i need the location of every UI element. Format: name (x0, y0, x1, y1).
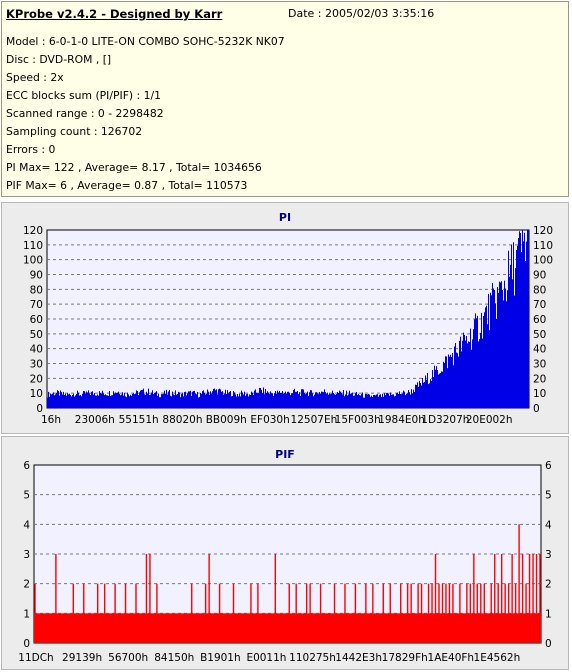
scan-date: Date : 2005/02/03 3:35:16 (288, 7, 435, 20)
pi-ytick-right: 60 (533, 314, 546, 326)
pi-ytick-right: 110 (533, 240, 553, 252)
pi-xtick: 55151h (119, 414, 159, 426)
pi-xtick: 20E002h (466, 414, 513, 426)
pif-chart: PIF 0 0 1 1 2 2 3 3 4 4 5 5 6 6 11DCh 29139h 56700h 84150… (18, 448, 552, 664)
info-panel: KProbe v2.4.2 - Designed by Karr Date : … (1, 1, 569, 197)
pi-ytick-left: 60 (30, 314, 43, 326)
pi-ytick-right: 80 (533, 284, 546, 296)
pi-xtick: 1D3207h (421, 414, 469, 426)
pi-ytick-left: 120 (23, 225, 43, 237)
ecc-line: ECC blocks sum (PI/PIF) : 1/1 (6, 89, 161, 102)
pi-xtick: 12507Eh (291, 414, 338, 426)
pi-ytick-right: 120 (533, 225, 553, 237)
disc-line: Disc : DVD-ROM , [] (6, 53, 112, 66)
pi-xtick: 23006h (75, 414, 115, 426)
pif-xtick: 84150h (154, 652, 194, 664)
pif-xtick: 11DCh (18, 652, 53, 664)
pif-summary-line: PIF Max= 6 , Average= 0.87 , Total= 1105… (6, 179, 248, 192)
pi-xtick: 16h (41, 414, 61, 426)
pi-xtick: EF030h (250, 414, 289, 426)
pif-xtick: 17829Fh (382, 652, 428, 664)
pif-xtick: 110275h (289, 652, 336, 664)
pi-ytick-right: 40 (533, 344, 546, 356)
pif-ytick-left: 1 (23, 608, 30, 620)
pi-chart-title: PI (279, 211, 291, 224)
pif-ytick-right: 0 (545, 638, 552, 650)
pi-xtick: 1984E0h (378, 414, 425, 426)
pi-ytick-right: 100 (533, 255, 553, 267)
pi-ytick-right: 70 (533, 299, 546, 311)
pif-xtick: 1E4562h (474, 652, 521, 664)
speed-line: Speed : 2x (6, 71, 64, 84)
pif-ytick-left: 4 (23, 519, 30, 531)
pi-ytick-right: 90 (533, 270, 546, 282)
pif-ytick-right: 5 (545, 490, 552, 502)
pi-ytick-right: 10 (533, 388, 546, 400)
model-line: Model : 6-0-1-0 LITE-ON COMBO SOHC-5232K… (6, 35, 285, 48)
pif-xtick: 56700h (108, 652, 148, 664)
pif-ytick-right: 4 (545, 519, 552, 531)
pif-baseline-fill (34, 613, 541, 643)
range-line: Scanned range : 0 - 2298482 (6, 107, 164, 120)
sampling-line: Sampling count : 126702 (6, 125, 143, 138)
pif-ytick-right: 3 (545, 549, 552, 561)
pi-ytick-right: 0 (533, 403, 540, 415)
pi-ytick-left: 100 (23, 255, 43, 267)
errors-line: Errors : 0 (6, 143, 56, 156)
pif-xtick: 1442E3h (335, 652, 382, 664)
pi-summary-line: PI Max= 122 , Average= 8.17 , Total= 103… (6, 161, 262, 174)
pi-ytick-right: 20 (533, 373, 546, 385)
pi-ytick-left: 30 (30, 359, 43, 371)
app-title: KProbe v2.4.2 - Designed by Karr (6, 7, 223, 21)
pi-chart: PI 0 0 10 10 20 20 30 30 40 40 50 50 60 60 70 70 80 80 90 9… (23, 211, 553, 426)
pi-ytick-left: 10 (30, 388, 43, 400)
pi-chart-panel: PI 0 0 10 10 20 20 30 30 40 40 50 50 60 60 70 70 80 80 90 9… (1, 202, 569, 434)
pif-ytick-right: 1 (545, 608, 552, 620)
pif-ytick-left: 0 (23, 638, 30, 650)
pi-xtick: 15F003h (335, 414, 381, 426)
pif-chart-title: PIF (275, 448, 295, 461)
pi-xtick: 88020h (162, 414, 202, 426)
pif-ytick-left: 6 (23, 460, 30, 472)
pi-ytick-left: 70 (30, 299, 43, 311)
pi-ytick-left: 0 (36, 403, 43, 415)
pif-ytick-left: 5 (23, 490, 30, 502)
pif-chart-panel: PIF 0 0 1 1 2 2 3 3 4 4 5 5 6 6 11DCh 29139h 56700h 84150… (1, 436, 569, 670)
pi-ytick-left: 90 (30, 270, 43, 282)
pif-xtick: E0011h (246, 652, 286, 664)
pi-ytick-left: 20 (30, 373, 43, 385)
pi-xtick: BB009h (206, 414, 247, 426)
pif-ytick-left: 3 (23, 549, 30, 561)
pif-ytick-left: 2 (23, 579, 30, 591)
pif-ytick-right: 6 (545, 460, 552, 472)
pif-xtick: 1AE40Fh (428, 652, 475, 664)
pif-xtick: 29139h (62, 652, 102, 664)
pi-ytick-right: 30 (533, 359, 546, 371)
pi-ytick-left: 50 (30, 329, 43, 341)
pif-xtick: B1901h (200, 652, 241, 664)
pi-ytick-right: 50 (533, 329, 546, 341)
pi-ytick-left: 40 (30, 344, 43, 356)
pi-ytick-left: 80 (30, 284, 43, 296)
pi-ytick-left: 110 (23, 240, 43, 252)
pif-ytick-right: 2 (545, 579, 552, 591)
